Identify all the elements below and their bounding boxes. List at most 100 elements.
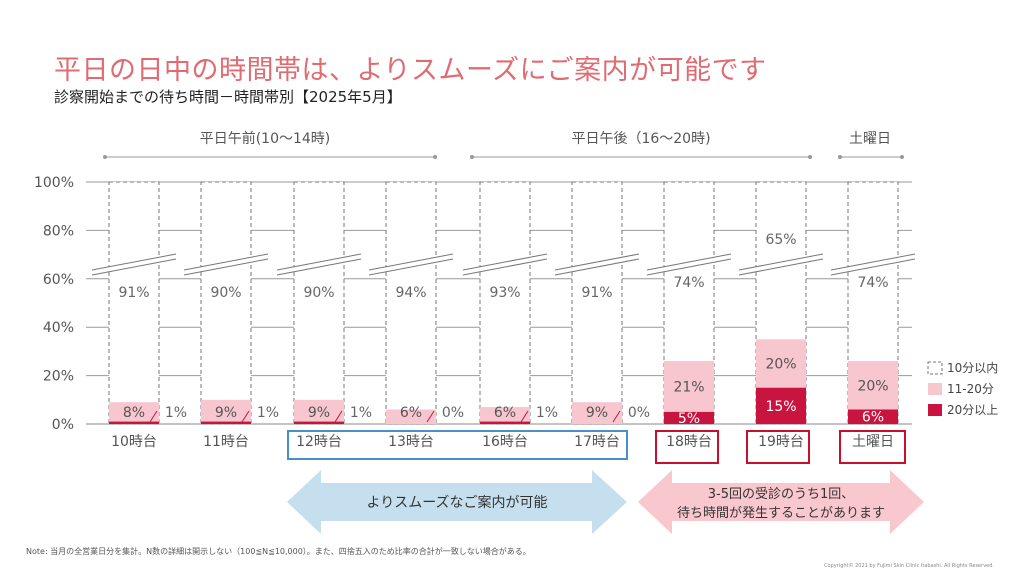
group-dot bbox=[900, 155, 904, 159]
y-axis: 0% 20% 40% 60% 80% 100% bbox=[34, 175, 74, 433]
bar-segment-20min bbox=[201, 421, 251, 424]
leader-line bbox=[612, 410, 621, 423]
data-label-10min: 74% bbox=[857, 275, 888, 291]
axis-break-line bbox=[646, 253, 732, 271]
callout-arrow-pink: 3-5回の受診のうち1回、 待ち時間が発生することがあります bbox=[638, 470, 924, 534]
legend-label-10min: 10分以内 bbox=[947, 361, 998, 375]
leader-line bbox=[520, 410, 529, 423]
bar-segment-20min bbox=[664, 411, 714, 424]
axis-break-line bbox=[276, 258, 362, 276]
axis-break-line bbox=[462, 258, 548, 276]
axis-break-line bbox=[368, 253, 454, 271]
bar-segment-11-20min bbox=[756, 339, 806, 388]
axis-break-line bbox=[738, 258, 824, 276]
axis-break-mask bbox=[277, 254, 361, 275]
bar-segment-11-20min bbox=[664, 361, 714, 412]
axis-break-line bbox=[183, 258, 269, 276]
data-label-20min: 1% bbox=[350, 405, 372, 421]
group-dot bbox=[103, 155, 107, 159]
bar-segment-20min bbox=[294, 421, 344, 424]
data-label-11-20min: 8% bbox=[123, 405, 145, 421]
highlight-box-red-sat bbox=[839, 430, 906, 464]
data-label-11-20min: 21% bbox=[673, 379, 704, 395]
group-label-saturday: 土曜日 bbox=[849, 131, 891, 147]
data-label-10min: 74% bbox=[673, 275, 704, 291]
leader-line bbox=[426, 410, 435, 423]
axis-break-mask bbox=[463, 254, 547, 275]
axis-breaks bbox=[91, 253, 916, 276]
legend-swatch-10min bbox=[927, 361, 943, 375]
axis-break-line bbox=[368, 258, 454, 276]
callout-arrow-blue: よりスムーズなご案内が可能 bbox=[287, 470, 627, 534]
group-dot bbox=[808, 155, 812, 159]
y-tick-label: 0% bbox=[52, 417, 74, 433]
bar-segment-11-20min bbox=[480, 407, 530, 422]
data-label-20min: 5% bbox=[678, 411, 700, 427]
axis-break-line bbox=[183, 253, 269, 271]
bar-segment-20min bbox=[848, 409, 898, 424]
data-label-10min: 93% bbox=[489, 285, 520, 301]
leader-line bbox=[334, 410, 343, 423]
data-label-20min: 1% bbox=[257, 405, 279, 421]
y-tick-label: 80% bbox=[43, 223, 74, 239]
legend: 10分以内 11-20分 20分以上 bbox=[927, 361, 998, 417]
axis-break-mask bbox=[831, 254, 915, 275]
axis-break-line bbox=[830, 253, 916, 271]
x-tick-label: 土曜日 bbox=[852, 434, 894, 450]
bar-segment-10min bbox=[571, 181, 623, 425]
page-title: 平日の日中の時間帯は、よりスムーズにご案内が可能です bbox=[54, 55, 767, 86]
data-label-11-20min: 6% bbox=[494, 405, 516, 421]
legend-swatch-11-20min bbox=[928, 383, 942, 395]
x-tick-label: 18時台 bbox=[666, 434, 712, 450]
group-label-weekday-am: 平日午前(10～14時) bbox=[200, 130, 331, 147]
y-tick-label: 20% bbox=[43, 369, 74, 385]
legend-swatch-20min bbox=[928, 404, 942, 416]
highlight-box-red-18 bbox=[655, 430, 719, 464]
x-tick-label: 10時台 bbox=[111, 434, 157, 450]
bars bbox=[108, 181, 899, 425]
bar-segment-10min bbox=[385, 181, 437, 425]
x-tick-label: 13時台 bbox=[388, 434, 434, 450]
data-label-20min: 1% bbox=[165, 405, 187, 421]
axis-break-mask bbox=[555, 254, 639, 275]
leader-line bbox=[149, 410, 158, 423]
legend-label-11-20min: 11-20分 bbox=[947, 382, 994, 396]
callout-arrow-pink-shape bbox=[638, 470, 924, 534]
highlight-box-red-19 bbox=[746, 430, 810, 464]
data-label-11-20min: 20% bbox=[857, 378, 888, 394]
bar-segment-20min bbox=[480, 421, 530, 424]
x-tick-label: 12時台 bbox=[296, 434, 342, 450]
axis-break-line bbox=[462, 253, 548, 271]
data-label-20min: 0% bbox=[442, 405, 464, 421]
axis-break-line bbox=[276, 253, 362, 271]
x-tick-label: 16時台 bbox=[482, 434, 528, 450]
bar-segment-10min bbox=[479, 181, 531, 425]
axis-break-line bbox=[91, 258, 177, 276]
data-label-20min: 1% bbox=[536, 405, 558, 421]
y-tick-label: 100% bbox=[34, 175, 74, 191]
axis-break-line bbox=[646, 258, 732, 276]
highlight-box-blue bbox=[287, 430, 628, 460]
footnote: Note: 当月の全営業日分を集計。N数の詳細は開示しない（100≦N≦10,0… bbox=[26, 547, 531, 556]
data-label-20min: 6% bbox=[862, 410, 884, 426]
group-label-weekday-pm: 平日午後（16～20時) bbox=[571, 131, 710, 147]
bar-segment-20min bbox=[109, 421, 159, 424]
data-label-10min: 91% bbox=[581, 285, 612, 301]
axis-break-mask bbox=[369, 254, 453, 275]
data-label-20min: 0% bbox=[628, 405, 650, 421]
data-label-20min: 15% bbox=[765, 399, 796, 415]
axis-break-mask bbox=[92, 254, 176, 275]
bar-segment-11-20min bbox=[386, 409, 436, 424]
axis-break-mask bbox=[184, 254, 268, 275]
group-dot bbox=[838, 155, 842, 159]
data-label-10min: 65% bbox=[765, 232, 796, 248]
callout-text-pink-line2: 待ち時間が発生することがあります bbox=[677, 506, 885, 521]
bar-segment-10min bbox=[108, 181, 160, 425]
data-label-10min: 91% bbox=[118, 285, 149, 301]
page-subtitle: 診察開始までの待ち時間－時間帯別【2025年5月】 bbox=[54, 88, 402, 106]
bar-segment-10min bbox=[200, 181, 252, 425]
bar-segment-11-20min bbox=[294, 399, 344, 422]
callout-arrow-blue-shape bbox=[287, 470, 627, 534]
data-label-10min: 90% bbox=[210, 285, 241, 301]
